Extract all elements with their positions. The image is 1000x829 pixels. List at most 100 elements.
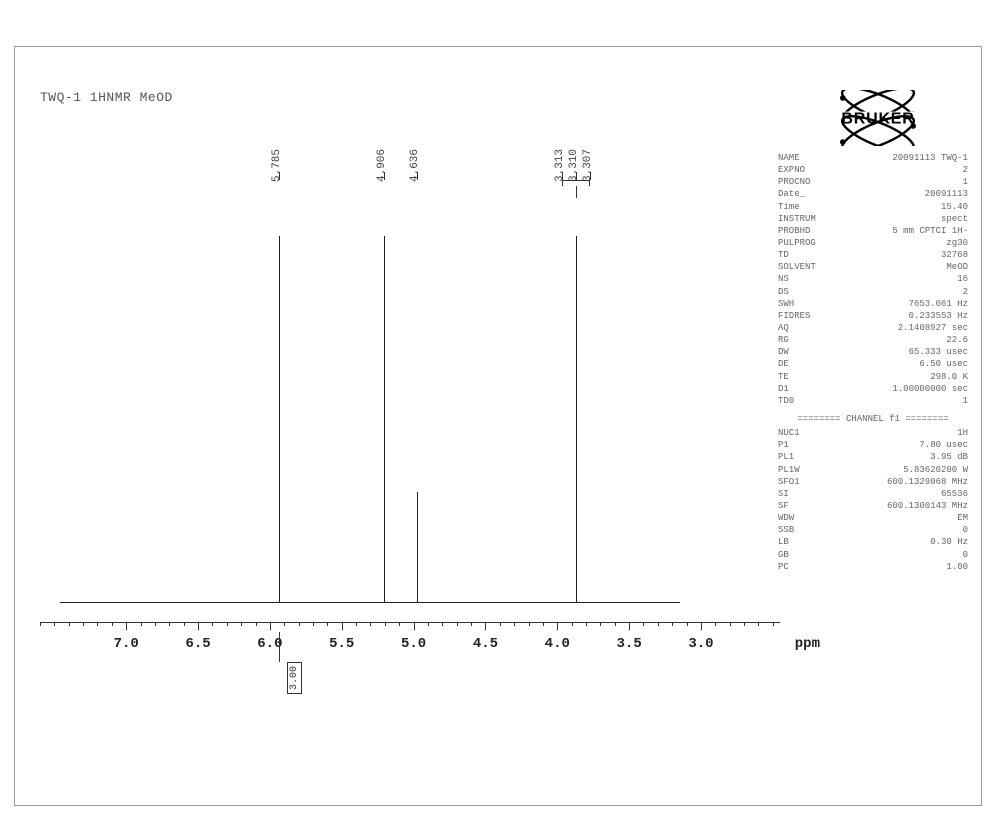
param-value: 0.233553 Hz (909, 310, 968, 322)
param-row: WDWEM (778, 512, 968, 524)
param-row: TE298.0 K (778, 371, 968, 383)
axis-tick-label: 4.5 (473, 636, 498, 652)
param-value: 1.00000000 sec (892, 383, 968, 395)
peak-line (576, 236, 577, 602)
bruker-logo: BRUKER (798, 90, 958, 146)
param-key: NAME (778, 152, 800, 164)
param-value: 600.1300143 MHz (887, 500, 968, 512)
axis-tick (557, 622, 558, 630)
param-key: FIDRES (778, 310, 810, 322)
param-value: 2 (963, 164, 968, 176)
param-value: 2 (963, 286, 968, 298)
axis-tick-minor (730, 622, 731, 626)
param-value: 15.40 (941, 201, 968, 213)
peak-label: 4.906 (376, 149, 388, 182)
param-section-header: ======== CHANNEL f1 ======== (778, 413, 968, 425)
axis-tick-label: 7.0 (114, 636, 139, 652)
param-row: TD0 1 (778, 395, 968, 407)
param-key: RG (778, 334, 789, 346)
peak-line (279, 236, 280, 602)
param-row: DW 65.333 usec (778, 346, 968, 358)
axis-tick-minor (69, 622, 70, 626)
param-row: SI65536 (778, 488, 968, 500)
axis-tick-minor (112, 622, 113, 626)
param-key: SOLVENT (778, 261, 816, 273)
param-key: SF (778, 500, 789, 512)
axis-tick (701, 622, 702, 630)
axis-tick-minor (543, 622, 544, 626)
param-key: LB (778, 536, 789, 548)
axis-tick-label: 6.5 (185, 636, 210, 652)
axis-tick-minor (385, 622, 386, 626)
param-row: SF 600.1300143 MHz (778, 500, 968, 512)
param-row: DE6.50 usec (778, 358, 968, 370)
axis-tick-minor (169, 622, 170, 626)
param-key: TD0 (778, 395, 794, 407)
param-row: FIDRES 0.233553 Hz (778, 310, 968, 322)
axis-tick-minor (83, 622, 84, 626)
param-key: DE (778, 358, 789, 370)
axis-unit-label: ppm (795, 636, 820, 652)
axis-tick-label: 5.5 (329, 636, 354, 652)
axis-tick (342, 622, 343, 630)
axis-tick-minor (643, 622, 644, 626)
peak-group-stem (576, 186, 577, 198)
param-key: SFO1 (778, 476, 800, 488)
param-value: 1 (963, 395, 968, 407)
param-row: Time15.40 (778, 201, 968, 213)
param-row: LB0.30 Hz (778, 536, 968, 548)
param-value: 5 mm CPTCI 1H- (892, 225, 968, 237)
param-row: SWH7653.061 Hz (778, 298, 968, 310)
axis-tick-minor (256, 622, 257, 626)
param-value: 600.1329068 MHz (887, 476, 968, 488)
nmr-spectrum-plot: 5.7854.9064.6363.3133.3103.307 (60, 112, 680, 612)
param-value: 0 (963, 549, 968, 561)
param-value: 65.333 usec (909, 346, 968, 358)
axis-tick-minor (370, 622, 371, 626)
axis-tick-minor (529, 622, 530, 626)
param-row: INSTRUMspect (778, 213, 968, 225)
param-row: NAME20091113 TWQ-1 (778, 152, 968, 164)
param-row: GB0 (778, 549, 968, 561)
param-row: PL1W5.83620200 W (778, 464, 968, 476)
peak-label: 3.307 (582, 149, 594, 182)
param-value: 1 (963, 176, 968, 188)
axis-tick-minor (327, 622, 328, 626)
param-row: PC1.00 (778, 561, 968, 573)
peak-label-tick (590, 172, 591, 180)
param-value: 0 (963, 524, 968, 536)
axis-tick (414, 622, 415, 630)
param-key: P1 (778, 439, 789, 451)
acquisition-parameters: NAME20091113 TWQ-1EXPNO2PROCNO1Date_2009… (778, 152, 968, 573)
axis-tick-minor (284, 622, 285, 626)
param-value: zg30 (946, 237, 968, 249)
axis-tick-minor (399, 622, 400, 626)
axis-tick-minor (600, 622, 601, 626)
axis-tick (126, 622, 127, 630)
x-axis: ppm 7.06.56.05.55.04.54.03.53.0 (40, 622, 780, 672)
peak-line (417, 492, 418, 602)
param-row: SSB0 (778, 524, 968, 536)
param-row: PROCNO 1 (778, 176, 968, 188)
param-value: 20091113 (925, 188, 968, 200)
axis-tick-minor (744, 622, 745, 626)
param-value: 298.0 K (930, 371, 968, 383)
axis-tick-minor (40, 622, 41, 626)
param-key: INSTRUM (778, 213, 816, 225)
param-key: TD (778, 249, 789, 261)
axis-tick (629, 622, 630, 630)
axis-tick-minor (457, 622, 458, 626)
axis-tick-minor (615, 622, 616, 626)
param-row: PL13.95 dB (778, 451, 968, 463)
param-row: DS2 (778, 286, 968, 298)
param-row: NUC11H (778, 427, 968, 439)
param-row: RG22.6 (778, 334, 968, 346)
axis-tick-minor (97, 622, 98, 626)
axis-tick-minor (514, 622, 515, 626)
axis-tick-minor (155, 622, 156, 626)
axis-line (40, 622, 780, 623)
param-key: PROCNO (778, 176, 810, 188)
param-row: D11.00000000 sec (778, 383, 968, 395)
param-key: DW (778, 346, 789, 358)
peak-label-tick (562, 172, 563, 180)
